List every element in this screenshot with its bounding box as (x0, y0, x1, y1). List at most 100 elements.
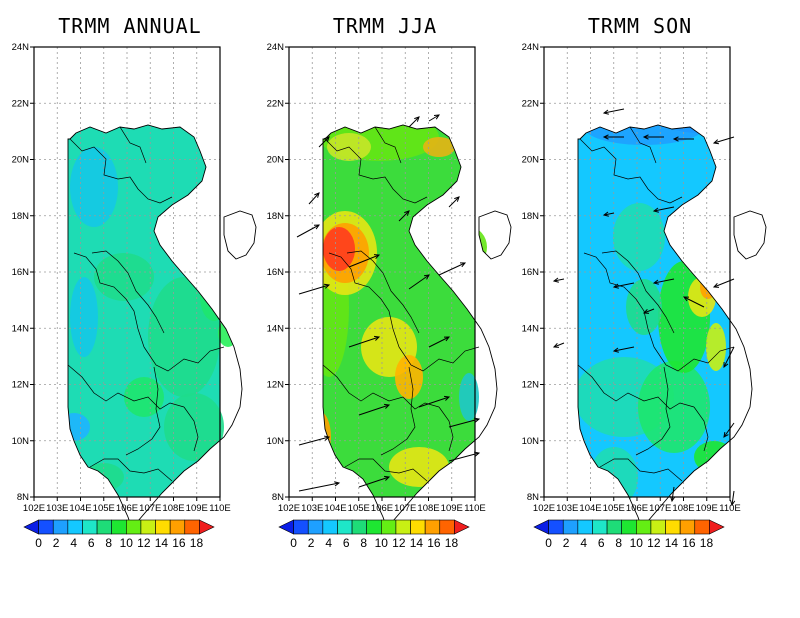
lat-tick-label: 8N (272, 492, 284, 503)
border-line (183, 406, 199, 452)
colorbar-label: 0 (35, 536, 42, 550)
precip-shade (200, 273, 228, 321)
colorbar-swatch (709, 519, 725, 535)
precip-shade (659, 125, 739, 133)
colorbar-swatch (23, 519, 39, 535)
border-line (380, 366, 416, 456)
wind-arrow (408, 274, 430, 290)
wind-arrow (438, 262, 467, 276)
border-line (69, 138, 173, 204)
wind-arrow (723, 422, 735, 438)
border-line (324, 138, 428, 204)
wind-arrow (552, 277, 565, 283)
colorbar-swatch (366, 519, 382, 535)
precip-field (578, 125, 739, 507)
lat-tick-label: 20N (12, 155, 30, 166)
wind-arrow (730, 490, 736, 507)
coastline (223, 210, 257, 260)
colorbar-swatch (155, 519, 171, 535)
border-line (583, 252, 655, 348)
lon-tick-label: 102E (533, 503, 555, 514)
colorbar: 0 2 4 6 8 10 12 14 16 18 (23, 519, 215, 550)
lat-tick-label: 8N (527, 492, 539, 503)
border-line (73, 252, 145, 348)
precip-shade (68, 413, 90, 441)
lat-tick-label: 10N (12, 436, 30, 447)
colorbar-swatch (337, 519, 353, 535)
colorbar-swatch (67, 519, 83, 535)
lon-tick-label: 105E (603, 503, 625, 514)
colorbar-label: 8 (105, 536, 112, 550)
colorbar-label: 10 (630, 536, 644, 550)
lon-tick-label: 105E (348, 503, 370, 514)
coastline (322, 124, 498, 530)
border-line (346, 250, 420, 334)
colorbar-label: 2 (563, 536, 570, 550)
lon-tick-label: 108E (672, 503, 694, 514)
lon-tick-label: 103E (556, 503, 578, 514)
colorbar-swatch (665, 519, 681, 535)
colorbar-label: 10 (375, 536, 389, 550)
coastline (67, 124, 243, 530)
colorbar-label: 4 (580, 536, 587, 550)
colorbar-swatch (548, 519, 564, 535)
border-line (653, 346, 735, 372)
lat-tick-label: 12N (267, 380, 285, 391)
wind-arrow (602, 211, 615, 217)
colorbar-label: 0 (290, 536, 297, 550)
precip-shade (694, 441, 734, 473)
border-line (374, 126, 402, 164)
lat-tick-label: 16N (522, 267, 540, 278)
lat-tick-label: 8N (17, 492, 29, 503)
wind-arrow (612, 282, 635, 289)
precip-shade (423, 137, 455, 157)
lon-tick-label: 105E (93, 503, 115, 514)
colorbar-swatch (322, 519, 338, 535)
lon-tick-label: 108E (162, 503, 184, 514)
lon-tick-label: 106E (626, 503, 648, 514)
lat-tick-label: 14N (522, 323, 540, 334)
colorbar: 0 2 4 6 8 10 12 14 16 18 (533, 519, 725, 550)
colorbar-label: 4 (325, 536, 332, 550)
colorbar-swatch (454, 519, 470, 535)
colorbar-swatch (592, 519, 608, 535)
wind-arrow (448, 196, 460, 208)
wind-arrow (296, 224, 321, 238)
border-line (328, 252, 400, 348)
colorbar-swatch (636, 519, 652, 535)
colorbar-label: 14 (665, 536, 679, 550)
colorbar-label: 6 (598, 536, 605, 550)
lat-tick-label: 14N (12, 323, 30, 334)
precip-shade (323, 227, 355, 271)
lon-tick-label: 106E (116, 503, 138, 514)
precip-shade (613, 203, 665, 271)
colorbar-label: 16 (172, 536, 186, 550)
wind-arrow (348, 254, 381, 268)
lat-tick-label: 24N (522, 42, 540, 53)
map-title: TRMM SON (587, 14, 693, 38)
lon-tick-label: 107E (649, 503, 671, 514)
border-line (119, 126, 147, 164)
colorbar-swatch (169, 519, 186, 535)
border-line (143, 346, 225, 372)
precip-shade (459, 373, 479, 421)
wind-arrow (612, 346, 635, 353)
coastline (577, 124, 753, 530)
colorbar-swatch (199, 519, 215, 535)
wind-arrow (642, 308, 655, 314)
lon-tick-label: 108E (417, 503, 439, 514)
map-body (33, 46, 257, 530)
colorbar: 0 2 4 6 8 10 12 14 16 18 (278, 519, 470, 550)
border-line (344, 458, 428, 482)
precip-shade (395, 355, 423, 399)
colorbar-label: 6 (88, 536, 95, 550)
wind-arrow (308, 192, 320, 205)
lat-tick-label: 16N (12, 267, 30, 278)
wind-arrow (672, 136, 694, 142)
lon-tick-label: 109E (441, 503, 463, 514)
wind-arrow (552, 342, 565, 348)
precip-shade (164, 393, 224, 461)
colorbar-label: 14 (155, 536, 169, 550)
